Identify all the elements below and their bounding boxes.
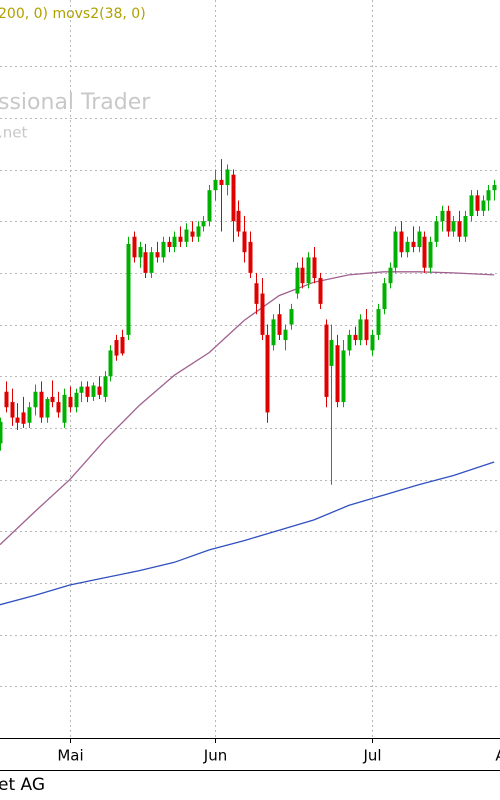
candle-body xyxy=(68,396,73,408)
candle-body xyxy=(265,334,270,413)
candle-body xyxy=(33,391,38,408)
candle-body xyxy=(440,210,445,222)
candle-body xyxy=(132,236,137,258)
candle-body xyxy=(335,345,340,403)
candle-body xyxy=(417,231,422,248)
candle-body xyxy=(167,241,172,248)
moving-average xyxy=(0,461,495,606)
candle-body xyxy=(21,412,26,424)
candle-body xyxy=(306,257,311,284)
candle-body xyxy=(254,283,259,304)
candle-body xyxy=(190,231,195,237)
candle-body xyxy=(364,319,369,341)
candle-body xyxy=(56,402,61,413)
candle-body xyxy=(45,398,50,418)
footer-text: et AG xyxy=(0,775,45,795)
candle-body xyxy=(161,241,166,258)
candle-body xyxy=(358,319,363,341)
candle-body xyxy=(155,252,160,258)
candle-body xyxy=(74,392,79,408)
candle-body xyxy=(277,314,282,335)
candle-body xyxy=(62,394,67,423)
moving-average xyxy=(0,271,495,546)
candle-body xyxy=(27,407,32,423)
candle-body xyxy=(318,278,323,304)
candle-body xyxy=(207,190,212,222)
candle-body xyxy=(422,236,427,268)
watermark-sub: .net xyxy=(0,124,28,142)
candle-body xyxy=(126,243,131,335)
candle-body xyxy=(4,391,9,408)
watermark: ssional Trader xyxy=(0,90,151,115)
candle-body xyxy=(50,396,55,403)
candle-body xyxy=(138,247,143,258)
candle-body xyxy=(260,293,265,335)
candle-body xyxy=(475,195,480,211)
candle-body xyxy=(353,334,358,341)
candle-body xyxy=(411,241,416,248)
candle-body xyxy=(469,195,474,217)
candle-body xyxy=(382,283,387,310)
candle-body xyxy=(271,319,276,346)
candle-body xyxy=(434,221,439,242)
candle-body xyxy=(446,210,451,232)
candle-body xyxy=(242,231,247,253)
candle-body xyxy=(324,324,329,397)
candle-body xyxy=(172,236,177,248)
candle-body xyxy=(91,385,96,397)
candle-body xyxy=(120,336,125,354)
candle-body xyxy=(289,309,294,325)
candle-body xyxy=(376,309,381,335)
candle-body xyxy=(312,257,317,279)
x-tick-label: Jul xyxy=(362,747,381,765)
candle-body xyxy=(451,221,456,232)
candle-body xyxy=(108,350,113,377)
candle-body xyxy=(481,200,486,211)
candle-body xyxy=(0,421,3,444)
x-tick-label: Jun xyxy=(203,747,227,765)
candle-body xyxy=(236,210,241,232)
x-tick-label: Mai xyxy=(57,747,83,765)
candle-body xyxy=(457,221,462,237)
candle-body xyxy=(399,231,404,253)
candle-body xyxy=(143,252,148,273)
candle-body xyxy=(428,241,433,268)
candle-body xyxy=(39,391,44,418)
candle-body xyxy=(85,386,90,397)
candle-body xyxy=(248,241,253,273)
candle-body xyxy=(283,329,288,341)
candle-body xyxy=(149,252,154,273)
candle-body xyxy=(178,236,183,242)
candle-body xyxy=(103,376,108,397)
candle-body xyxy=(114,340,119,356)
candle-body xyxy=(405,241,410,253)
candle-body xyxy=(225,169,230,186)
candle-body xyxy=(300,267,305,284)
candle-body xyxy=(393,231,398,268)
candle-body xyxy=(370,334,375,351)
candle-body xyxy=(201,221,206,227)
candle-body xyxy=(15,417,20,423)
candle-body xyxy=(486,190,491,201)
candle-body xyxy=(388,267,393,284)
candle-body xyxy=(231,174,236,222)
candle-body xyxy=(347,334,352,351)
candle-body xyxy=(184,229,189,242)
candle-body xyxy=(492,185,497,191)
indicator-header: 200, 0) movs2(38, 0) xyxy=(0,6,146,22)
candle-body xyxy=(463,216,468,237)
candle-body xyxy=(196,226,201,237)
candle-body xyxy=(341,350,346,403)
candle-body xyxy=(213,179,218,191)
candle-body xyxy=(97,386,102,395)
candle-body xyxy=(79,386,84,393)
candle-body xyxy=(329,340,334,366)
x-tick-label: A xyxy=(495,747,500,765)
candle-body xyxy=(219,179,224,186)
candle-body xyxy=(295,267,300,294)
candle-body xyxy=(10,402,15,418)
